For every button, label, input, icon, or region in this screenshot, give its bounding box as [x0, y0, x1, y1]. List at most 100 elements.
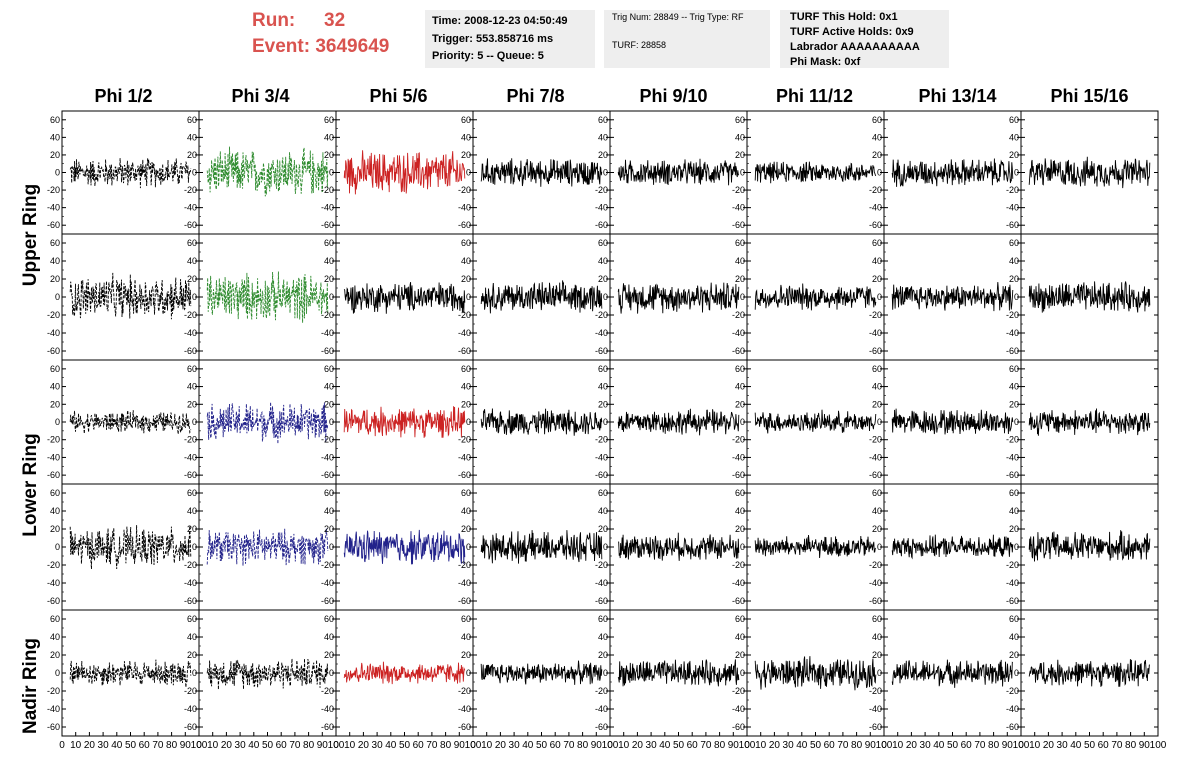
- y-tick-label: 60: [598, 364, 608, 374]
- waveform-panel-r3-c3: -60 -40 -20 0 20 40 60: [458, 483, 611, 611]
- y-tick-label: 60: [50, 614, 60, 624]
- y-tick-label: -40: [184, 328, 197, 338]
- y-tick-label: 20: [50, 524, 60, 534]
- y-tick-label: -20: [595, 686, 608, 696]
- column-header-phi-15-16: Phi 15/16: [1050, 86, 1129, 106]
- y-tick-label: 0: [877, 542, 882, 552]
- y-tick-label: -20: [869, 686, 882, 696]
- phi-mask-text: Phi Mask: 0xf: [790, 56, 861, 68]
- y-tick-label: 20: [735, 274, 745, 284]
- waveform-line: [617, 158, 740, 186]
- y-tick-label: 0: [329, 168, 334, 178]
- x-tick-label: 100: [1013, 740, 1030, 751]
- x-tick-label: 60: [276, 740, 288, 751]
- y-tick-label: 0: [466, 417, 471, 427]
- y-tick-label: -60: [732, 346, 745, 356]
- waveform-line: [754, 656, 877, 691]
- y-tick-label: 40: [872, 382, 882, 392]
- y-tick-label: 0: [877, 668, 882, 678]
- y-tick-label: 40: [50, 506, 60, 516]
- y-tick-label: -20: [1006, 560, 1019, 570]
- y-tick-label: 0: [603, 417, 608, 427]
- y-tick-label: 60: [735, 364, 745, 374]
- waveform-panel-r2-c7: -60 -40 -20 0 20 40 60: [1006, 359, 1159, 485]
- y-tick-label: 20: [187, 150, 197, 160]
- y-tick-label: -20: [595, 185, 608, 195]
- y-tick-label: -40: [321, 452, 334, 462]
- y-tick-label: -60: [869, 596, 882, 606]
- column-header-phi-9-10: Phi 9/10: [639, 86, 708, 106]
- y-tick-label: -40: [458, 578, 471, 588]
- y-tick-label: 0: [192, 417, 197, 427]
- x-tick-label: 70: [563, 740, 575, 751]
- y-tick-label: 40: [187, 382, 197, 392]
- y-tick-label: 60: [461, 488, 471, 498]
- x-tick-label: 90: [1002, 740, 1014, 751]
- y-tick-label: -40: [869, 452, 882, 462]
- waveform-panel-r0-c6: -60 -40 -20 0 20 40 60: [869, 110, 1022, 235]
- y-tick-label: -60: [184, 220, 197, 230]
- y-tick-label: -20: [321, 560, 334, 570]
- y-tick-label: 60: [1009, 488, 1019, 498]
- x-tick-label: 0: [59, 740, 65, 751]
- x-tick-label: 40: [522, 740, 534, 751]
- y-tick-label: 40: [461, 632, 471, 642]
- waveform-line: [891, 534, 1014, 560]
- y-tick-label: -40: [47, 704, 60, 714]
- x-tick-label: 90: [865, 740, 877, 751]
- waveform-panel-r3-c4: -60 -40 -20 0 20 40 60: [595, 483, 748, 611]
- waveform-line: [617, 408, 740, 436]
- waveform-panel-r2-c2: -60 -40 -20 0 20 40 60: [321, 359, 474, 485]
- y-tick-label: 20: [461, 650, 471, 660]
- waveform-panel-r1-c1: -60 -40 -20 0 20 40 60: [184, 233, 337, 361]
- y-tick-label: 20: [1009, 650, 1019, 660]
- y-tick-label: -20: [869, 310, 882, 320]
- y-tick-label: 60: [598, 238, 608, 248]
- y-tick-label: 20: [872, 650, 882, 660]
- waveform-line: [69, 525, 192, 570]
- y-tick-label: -20: [595, 310, 608, 320]
- waveform-line: [206, 402, 329, 444]
- y-tick-label: -40: [869, 328, 882, 338]
- waveform-panel-r0-c7: -60 -40 -20 0 20 40 60: [1006, 110, 1159, 235]
- y-tick-label: 60: [187, 238, 197, 248]
- waveform-panel-r3-c2: -60 -40 -20 0 20 40 60: [321, 483, 474, 611]
- y-tick-label: 40: [1009, 256, 1019, 266]
- waveform-panel-r2-c1: -60 -40 -20 0 20 40 60: [184, 359, 337, 485]
- y-tick-label: -20: [1006, 185, 1019, 195]
- x-tick-label: 40: [385, 740, 397, 751]
- y-tick-label: -40: [47, 578, 60, 588]
- y-tick-label: 40: [735, 632, 745, 642]
- y-tick-label: -60: [321, 220, 334, 230]
- y-tick-label: 20: [461, 150, 471, 160]
- y-tick-label: -60: [732, 596, 745, 606]
- y-tick-label: -60: [595, 722, 608, 732]
- y-tick-label: -60: [47, 722, 60, 732]
- waveform-panel-r0-c1: -60 -40 -20 0 20 40 60: [184, 110, 337, 235]
- y-tick-label: -20: [184, 310, 197, 320]
- column-header-phi-7-8: Phi 7/8: [506, 86, 565, 106]
- y-tick-label: -60: [321, 470, 334, 480]
- y-tick-label: -40: [184, 578, 197, 588]
- y-tick-label: 60: [735, 488, 745, 498]
- y-tick-label: 20: [598, 650, 608, 660]
- y-tick-label: -40: [47, 452, 60, 462]
- x-tick-label: 20: [769, 740, 781, 751]
- x-tick-label: 20: [221, 740, 233, 751]
- waveform-line: [69, 272, 192, 320]
- waveform-panel-r4-c5: -60 -40 -20 0 20 40 60: [732, 609, 885, 737]
- y-tick-label: 40: [598, 382, 608, 392]
- x-tick-label: 20: [906, 740, 918, 751]
- x-tick-label: 60: [413, 740, 425, 751]
- x-tick-label: 0: [881, 740, 887, 751]
- x-tick-label: 40: [1070, 740, 1082, 751]
- column-header-phi-1-2: Phi 1/2: [94, 86, 153, 106]
- y-tick-label: -40: [732, 203, 745, 213]
- waveform-panel-r3-c1: -60 -40 -20 0 20 40 60: [184, 483, 337, 611]
- x-tick-label: 0: [470, 740, 476, 751]
- x-tick-label: 80: [714, 740, 726, 751]
- y-tick-label: 40: [872, 132, 882, 142]
- y-tick-label: 40: [187, 132, 197, 142]
- x-tick-label: 70: [152, 740, 164, 751]
